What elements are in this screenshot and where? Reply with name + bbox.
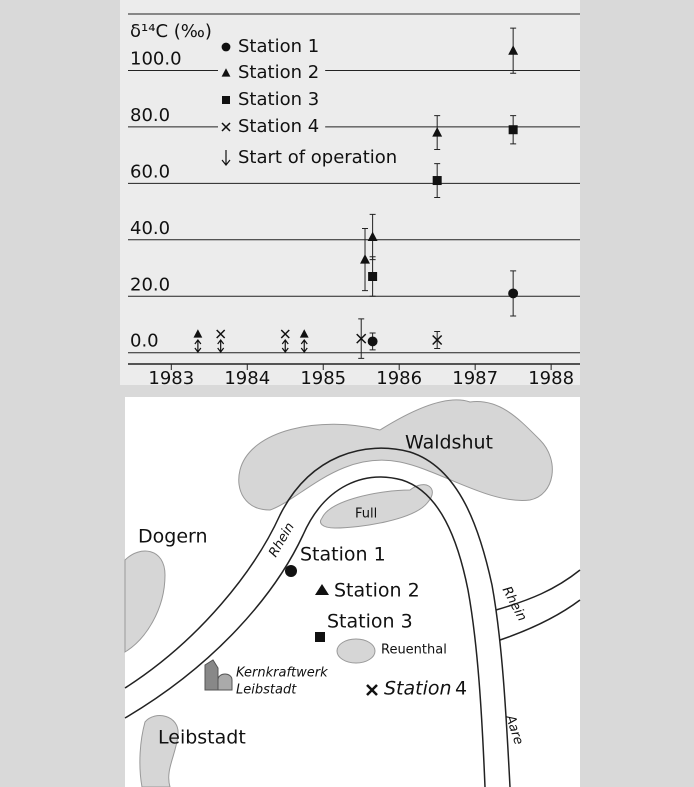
start-marker — [216, 329, 226, 339]
data-point — [356, 333, 367, 344]
station-label: Station 3 — [327, 611, 413, 633]
y-tick-label: 60.0 — [130, 161, 170, 182]
y-tick-label: 40.0 — [130, 218, 170, 239]
x-tick-label: 1985 — [300, 368, 346, 389]
data-point — [368, 272, 378, 281]
legend-marker — [222, 96, 230, 104]
chart-panel — [120, 0, 580, 385]
data-point — [432, 176, 442, 186]
station-3-marker — [315, 632, 325, 642]
data-point — [367, 336, 378, 347]
chart: 0.0 20.0 40.0 60.0 80.0 100.0 1983 1984 1985 1986… — [128, 13, 580, 389]
dogern-area — [124, 550, 166, 653]
data-point — [432, 334, 443, 346]
place-label: Reuenthal — [381, 643, 447, 658]
plant-label: Kernkraftwerk — [236, 666, 328, 681]
data-point — [367, 231, 378, 242]
river-bank — [124, 447, 511, 787]
place-label: Full — [355, 507, 377, 522]
legend-marker — [221, 122, 231, 132]
start-arrow — [300, 339, 308, 353]
station-label: 4 — [455, 678, 467, 700]
legend-label: Station 4 — [238, 116, 319, 137]
plant-icon — [217, 673, 233, 691]
legend-bg — [218, 60, 326, 85]
legend-marker — [221, 42, 231, 52]
legend-arrow — [221, 150, 231, 166]
station-1-marker — [285, 565, 297, 577]
aare-bank — [495, 569, 581, 611]
station-2-marker — [315, 584, 329, 595]
y-tick-label: 20.0 — [130, 274, 170, 295]
legend-label: Start of operation — [238, 147, 397, 168]
station-label: Station 2 — [334, 580, 420, 602]
x-tick-label: 1987 — [452, 368, 498, 389]
x-tick-label: 1984 — [224, 368, 270, 389]
river-bank — [124, 476, 486, 787]
y-tick-label: 100.0 — [130, 48, 182, 69]
y-tick-label: 80.0 — [130, 105, 170, 126]
start-arrow — [217, 339, 225, 353]
start-arrow — [194, 339, 202, 353]
data-point — [432, 127, 443, 137]
station-label: Station — [384, 678, 452, 700]
start-marker — [280, 329, 290, 339]
x-tick-label: 1988 — [528, 368, 574, 389]
legend-label: Station 1 — [238, 36, 319, 57]
leibstadt-area — [139, 715, 179, 787]
start-marker — [193, 329, 203, 338]
start-marker — [299, 329, 309, 338]
y-axis-label: δ¹⁴C (‰) — [130, 21, 212, 42]
place-label: Leibstadt — [158, 727, 246, 749]
legend-bg — [218, 114, 326, 139]
plant-icon — [204, 659, 219, 691]
start-arrow — [281, 339, 289, 353]
x-tick-label: 1983 — [148, 368, 194, 389]
legend-marker — [221, 68, 231, 77]
place-label: Dogern — [138, 526, 208, 548]
reuenthal-area — [336, 638, 376, 664]
station-4-marker — [366, 684, 378, 696]
waldshut-area — [238, 399, 553, 511]
data-point — [508, 288, 519, 299]
y-tick-label: 0.0 — [130, 331, 159, 352]
aare-bank — [499, 599, 581, 641]
plant-label: Leibstadt — [236, 683, 297, 698]
data-point — [508, 125, 518, 135]
data-point — [508, 45, 519, 55]
legend-label: Station 2 — [238, 62, 319, 83]
place-label: Waldshut — [405, 432, 493, 454]
data-point — [360, 254, 370, 264]
legend-bg — [218, 87, 326, 112]
full-area — [320, 484, 433, 529]
station-label: Station 1 — [300, 544, 386, 566]
legend-label: Station 3 — [238, 89, 319, 110]
map: Waldshut Full Dogern Reuenthal Leibstadt… — [124, 399, 581, 787]
legend-bg — [218, 34, 326, 59]
x-tick-label: 1986 — [376, 368, 422, 389]
